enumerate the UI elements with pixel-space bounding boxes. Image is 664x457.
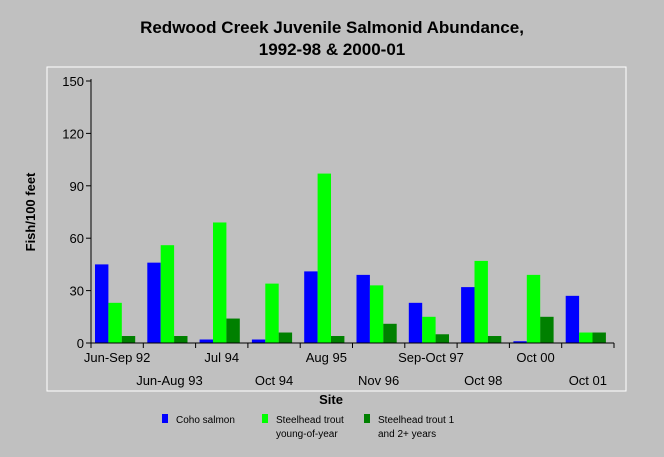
bar-series3-9 [540, 316, 554, 343]
legend-label-steelhead-yoy-line2: young-of-year [276, 429, 338, 440]
chart-title-line1: Redwood Creek Juvenile Salmonid Abundanc… [140, 18, 524, 37]
x-tick-label: Aug 95 [306, 350, 347, 365]
bar-series2-7 [422, 316, 436, 343]
bar-series3-1 [121, 336, 136, 343]
legend-swatch-steelhead-1plus [364, 414, 370, 423]
legend-label-coho: Coho salmon [176, 415, 235, 426]
legend-swatch-steelhead-yoy [262, 414, 268, 423]
x-tick-label: Sep-Oct 97 [398, 350, 464, 365]
bar-series3-6 [383, 323, 397, 343]
bar-series1-7 [408, 302, 423, 343]
y-axis: 0 30 60 90 120 150 [62, 74, 92, 351]
y-axis-label: Fish/100 feet [23, 172, 38, 251]
bar-series1-8 [461, 287, 475, 343]
x-tick-label: Jul 94 [204, 350, 239, 365]
y-tick-label: 150 [62, 74, 84, 89]
y-tick-label: 30 [70, 284, 84, 299]
x-tick-label: Nov 96 [358, 373, 399, 388]
bar-series1-9 [513, 341, 527, 343]
bar-series2-5 [317, 173, 331, 343]
bar-series3-3 [226, 318, 240, 343]
legend-label-steelhead-yoy-line1: Steelhead trout [276, 415, 344, 426]
legend: Coho salmon Steelhead trout young-of-yea… [162, 414, 455, 440]
bar-series2-10 [579, 332, 593, 343]
y-tick-label: 120 [62, 126, 84, 141]
bar-series2-1 [108, 302, 122, 343]
bar-series1-2 [147, 262, 161, 343]
bar-series2-8 [474, 260, 488, 343]
bar-series2-4 [265, 283, 279, 343]
bar-series1-4 [251, 339, 266, 343]
x-tick-label: Jun-Aug 93 [136, 373, 203, 388]
bar-series1-6 [356, 274, 370, 343]
y-tick-label: 0 [77, 336, 84, 351]
bar-series3-7 [435, 334, 449, 343]
bar-series1-10 [565, 295, 580, 343]
x-tick-label: Oct 01 [569, 373, 607, 388]
bar-series3-4 [278, 332, 293, 343]
bar-series2-2 [160, 245, 175, 343]
chart-title-line2: 1992-98 & 2000-01 [259, 40, 406, 59]
y-tick-label: 90 [70, 179, 84, 194]
x-tick-label: Oct 94 [255, 373, 293, 388]
x-axis-label: Site [319, 392, 343, 407]
bar-series2-9 [526, 274, 541, 343]
bar-series2-6 [369, 285, 384, 343]
bar-series3-10 [592, 332, 606, 343]
bar-series1-3 [199, 339, 213, 343]
y-tick-label: 60 [70, 231, 84, 246]
legend-label-steelhead-1plus-line2: and 2+ years [378, 429, 436, 440]
legend-label-steelhead-1plus-line1: Steelhead trout 1 [378, 415, 455, 426]
bar-series3-8 [487, 336, 502, 343]
plot-frame [46, 66, 627, 392]
legend-swatch-coho [162, 414, 168, 423]
bar-series1-1 [95, 264, 109, 343]
bars-group [95, 173, 606, 343]
x-tick-label: Jun-Sep 92 [84, 350, 151, 365]
bar-series1-5 [304, 271, 318, 343]
x-tick-label: Oct 00 [516, 350, 554, 365]
bar-series3-2 [174, 336, 188, 343]
bar-series3-5 [331, 336, 345, 343]
x-tick-label: Oct 98 [464, 373, 502, 388]
bar-series2-3 [213, 222, 227, 343]
